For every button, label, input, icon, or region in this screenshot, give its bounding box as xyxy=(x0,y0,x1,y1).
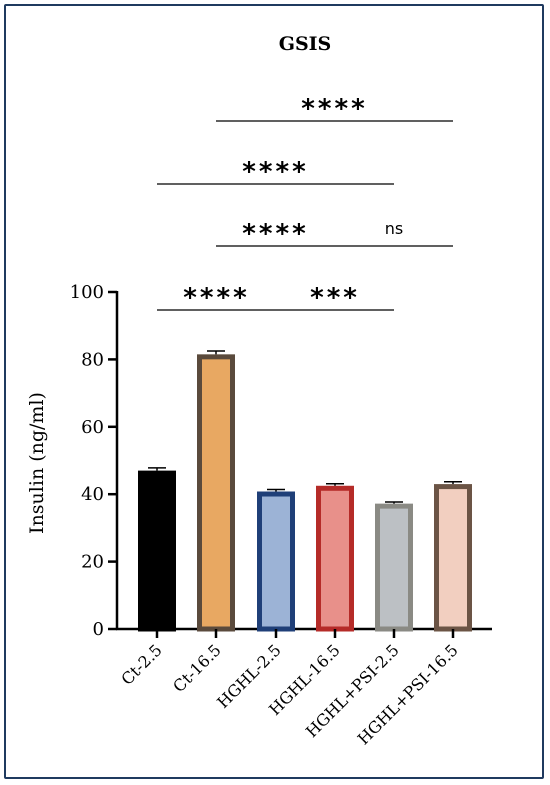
bar xyxy=(257,491,295,632)
significance-label: **** xyxy=(242,219,308,249)
significance-label: **** xyxy=(242,157,308,187)
significance-label: **** xyxy=(183,283,249,313)
bar xyxy=(316,485,354,632)
bar xyxy=(197,354,235,632)
bar xyxy=(375,503,413,632)
x-tick-label: HGHL+PSI-16.5 xyxy=(354,640,462,748)
x-tick-label: Ct-16.5 xyxy=(169,640,225,696)
significance-label: *** xyxy=(310,283,360,313)
y-tick-label: 100 xyxy=(70,282,104,303)
y-tick-label: 0 xyxy=(93,619,104,640)
axes: 0 20 40 60 80 100 xyxy=(70,282,492,640)
significance-brackets: **** ******* ns******** xyxy=(157,94,453,313)
x-tick-labels: Ct-2.5 Ct-16.5HGHL-2.5HGHL-16.5HGHL+PSI-2… xyxy=(117,629,462,748)
figure-frame xyxy=(4,4,544,779)
y-tick-label: 60 xyxy=(81,417,104,438)
x-tick-label: Ct-2.5 xyxy=(117,640,165,688)
y-axis-label: Insulin (ng/ml) xyxy=(26,392,48,534)
y-tick-label: 80 xyxy=(81,349,104,370)
significance-label: ns xyxy=(385,219,403,238)
y-tick-label: 20 xyxy=(81,552,104,573)
chart-title: GSIS xyxy=(279,33,332,55)
y-tick-label: 40 xyxy=(81,484,104,505)
bar xyxy=(434,484,472,632)
bars xyxy=(138,350,472,632)
bar xyxy=(138,470,176,632)
significance-label: **** xyxy=(301,94,367,124)
